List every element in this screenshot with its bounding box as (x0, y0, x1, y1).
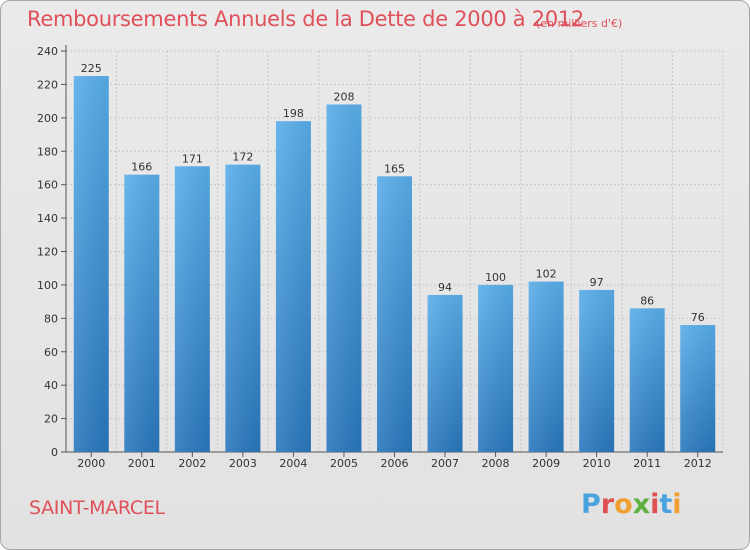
y-tick-label: 100 (37, 279, 58, 292)
y-tick-label: 40 (44, 379, 58, 392)
y-tick-label: 160 (37, 179, 58, 192)
value-label: 171 (182, 152, 203, 165)
value-label: 225 (81, 62, 102, 75)
value-label: 100 (485, 271, 506, 284)
value-label: 165 (384, 162, 405, 175)
bar-shade (73, 76, 109, 452)
y-tick-label: 240 (37, 45, 58, 58)
x-tick-label: 2008 (482, 457, 510, 470)
x-tick-label: 2003 (229, 457, 257, 470)
logo-letter: i (672, 489, 682, 520)
x-tick-label: 2004 (279, 457, 307, 470)
bar-shade (124, 174, 160, 452)
bar-shade (680, 325, 716, 452)
bar-shade (225, 164, 261, 452)
x-tick-label: 2012 (684, 457, 712, 470)
logo-letter: r (600, 489, 615, 520)
logo-letter: P (581, 489, 601, 520)
x-tick-label: 2009 (532, 457, 560, 470)
y-tick-label: 220 (37, 78, 58, 91)
value-label: 76 (691, 311, 705, 324)
town-name: SAINT-MARCEL (29, 497, 165, 519)
value-labels: 225 166 171 172 198 208 165 94 100 102 97 86 76 (81, 62, 705, 324)
y-tick-label: 20 (44, 413, 58, 426)
bar-shade (579, 289, 615, 452)
value-label: 172 (232, 151, 253, 164)
value-label: 86 (640, 294, 654, 307)
logo-letter: o (614, 489, 633, 520)
bar-shade (275, 121, 311, 453)
x-tick-label: 2011 (633, 457, 661, 470)
y-tick-label: 60 (44, 346, 58, 359)
tick-labels: 0 20 40 60 80 100 120 140 160 180 200 220 240 2000 200… (37, 45, 712, 470)
bar-shade (427, 294, 463, 452)
chart-subtitle: (en milliers d'€) (536, 17, 623, 30)
logo-letter: x (632, 489, 651, 520)
x-tick-label: 2000 (77, 457, 105, 470)
x-tick-label: 2007 (431, 457, 459, 470)
x-tick-label: 2006 (381, 457, 409, 470)
y-tick-label: 80 (44, 312, 58, 325)
value-label: 97 (590, 276, 604, 289)
logo-letter: t (659, 489, 673, 520)
y-tick-label: 200 (37, 112, 58, 125)
x-tick-label: 2005 (330, 457, 358, 470)
x-tick-label: 2010 (583, 457, 611, 470)
x-tick-label: 2002 (178, 457, 206, 470)
y-tick-label: 0 (51, 446, 58, 459)
value-label: 198 (283, 107, 304, 120)
y-tick-label: 120 (37, 246, 58, 259)
value-label: 94 (438, 281, 452, 294)
y-tick-label: 140 (37, 212, 58, 225)
bar-shade (478, 284, 514, 452)
bars (73, 76, 716, 453)
bar-shade (174, 166, 210, 452)
bar-shade (528, 281, 564, 452)
x-tick-label: 2001 (128, 457, 156, 470)
bar-shade (377, 176, 412, 452)
value-label: 208 (333, 90, 354, 103)
bar-shade (629, 308, 665, 452)
chart-title: Remboursements Annuels de la Dette de 20… (27, 7, 584, 31)
value-label: 166 (131, 161, 152, 174)
logo-letter: i (650, 489, 660, 520)
y-tick-label: 180 (37, 145, 58, 158)
bar-shade (326, 104, 362, 452)
value-label: 102 (536, 268, 557, 281)
proxiti-logo: Proxiti (581, 489, 682, 520)
